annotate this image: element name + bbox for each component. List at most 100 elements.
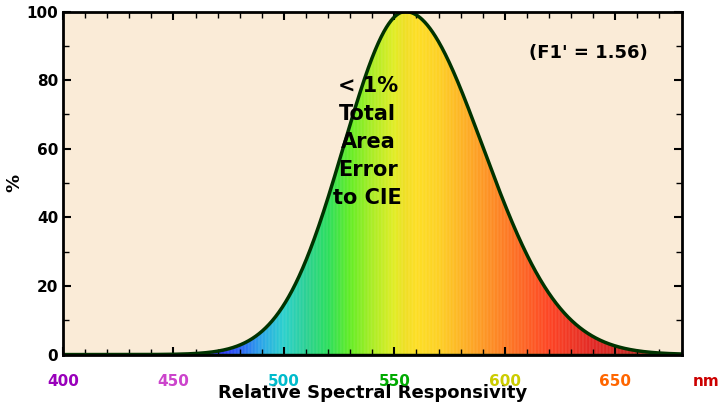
- Polygon shape: [378, 41, 379, 355]
- Polygon shape: [243, 343, 244, 355]
- Polygon shape: [340, 157, 341, 355]
- Polygon shape: [552, 298, 553, 355]
- Polygon shape: [319, 223, 320, 355]
- Polygon shape: [223, 350, 224, 355]
- Polygon shape: [441, 46, 442, 355]
- Polygon shape: [637, 351, 638, 355]
- Polygon shape: [476, 130, 478, 355]
- Polygon shape: [591, 335, 592, 355]
- Polygon shape: [351, 120, 352, 355]
- Polygon shape: [578, 326, 579, 355]
- Polygon shape: [356, 103, 357, 355]
- Polygon shape: [457, 81, 458, 355]
- Polygon shape: [486, 157, 487, 355]
- Polygon shape: [218, 351, 219, 355]
- Polygon shape: [261, 331, 262, 355]
- Polygon shape: [408, 12, 409, 355]
- Polygon shape: [442, 48, 443, 355]
- Polygon shape: [462, 92, 463, 355]
- Polygon shape: [199, 353, 200, 355]
- Polygon shape: [421, 18, 422, 355]
- Polygon shape: [527, 255, 528, 355]
- Polygon shape: [293, 288, 294, 355]
- Polygon shape: [545, 288, 546, 355]
- Polygon shape: [382, 33, 383, 355]
- Polygon shape: [671, 354, 672, 355]
- Polygon shape: [565, 314, 566, 355]
- Polygon shape: [341, 151, 342, 355]
- Polygon shape: [228, 349, 229, 355]
- Polygon shape: [221, 350, 223, 355]
- Polygon shape: [609, 344, 610, 355]
- Polygon shape: [191, 354, 192, 355]
- Polygon shape: [285, 302, 286, 355]
- Polygon shape: [677, 354, 678, 355]
- Polygon shape: [257, 335, 258, 355]
- Polygon shape: [393, 18, 394, 355]
- Polygon shape: [179, 354, 180, 355]
- Polygon shape: [367, 70, 368, 355]
- Polygon shape: [386, 27, 387, 355]
- Polygon shape: [387, 25, 388, 355]
- Polygon shape: [474, 124, 475, 355]
- Polygon shape: [323, 209, 324, 355]
- Polygon shape: [249, 340, 250, 355]
- Polygon shape: [434, 34, 435, 355]
- Polygon shape: [322, 214, 323, 355]
- Polygon shape: [528, 256, 529, 355]
- Polygon shape: [326, 202, 327, 355]
- Polygon shape: [536, 273, 537, 355]
- Polygon shape: [182, 354, 183, 355]
- Polygon shape: [522, 245, 523, 355]
- Polygon shape: [574, 323, 575, 355]
- Polygon shape: [362, 83, 363, 355]
- Polygon shape: [487, 159, 488, 355]
- Polygon shape: [410, 12, 411, 355]
- Polygon shape: [420, 18, 421, 355]
- Polygon shape: [294, 285, 295, 355]
- Polygon shape: [284, 303, 285, 355]
- Text: 450: 450: [157, 374, 189, 389]
- Polygon shape: [248, 341, 249, 355]
- Polygon shape: [496, 182, 497, 355]
- Polygon shape: [271, 322, 272, 355]
- Polygon shape: [679, 354, 680, 355]
- Polygon shape: [206, 353, 207, 355]
- Polygon shape: [644, 352, 645, 355]
- Polygon shape: [455, 75, 456, 355]
- Polygon shape: [430, 29, 431, 355]
- Polygon shape: [305, 261, 306, 355]
- Polygon shape: [301, 270, 302, 355]
- Polygon shape: [235, 347, 236, 355]
- Polygon shape: [579, 327, 580, 355]
- Polygon shape: [503, 200, 504, 355]
- Polygon shape: [559, 306, 560, 355]
- Polygon shape: [437, 40, 438, 355]
- Polygon shape: [550, 295, 551, 355]
- Polygon shape: [254, 336, 255, 355]
- Polygon shape: [515, 230, 516, 355]
- Polygon shape: [225, 349, 226, 355]
- Polygon shape: [304, 263, 305, 355]
- Polygon shape: [366, 72, 367, 355]
- Polygon shape: [427, 25, 428, 355]
- Polygon shape: [480, 138, 481, 355]
- Polygon shape: [281, 308, 282, 355]
- Polygon shape: [404, 11, 405, 355]
- Polygon shape: [513, 224, 514, 355]
- Polygon shape: [665, 353, 666, 355]
- Polygon shape: [537, 274, 538, 355]
- Polygon shape: [270, 322, 271, 355]
- Polygon shape: [329, 192, 330, 355]
- Polygon shape: [471, 116, 472, 355]
- Polygon shape: [641, 351, 642, 355]
- Polygon shape: [489, 164, 490, 355]
- Polygon shape: [494, 178, 495, 355]
- Polygon shape: [211, 352, 212, 355]
- Polygon shape: [571, 320, 572, 355]
- Polygon shape: [232, 348, 233, 355]
- Polygon shape: [344, 141, 345, 355]
- Polygon shape: [606, 343, 607, 355]
- Polygon shape: [585, 331, 586, 355]
- Polygon shape: [446, 55, 447, 355]
